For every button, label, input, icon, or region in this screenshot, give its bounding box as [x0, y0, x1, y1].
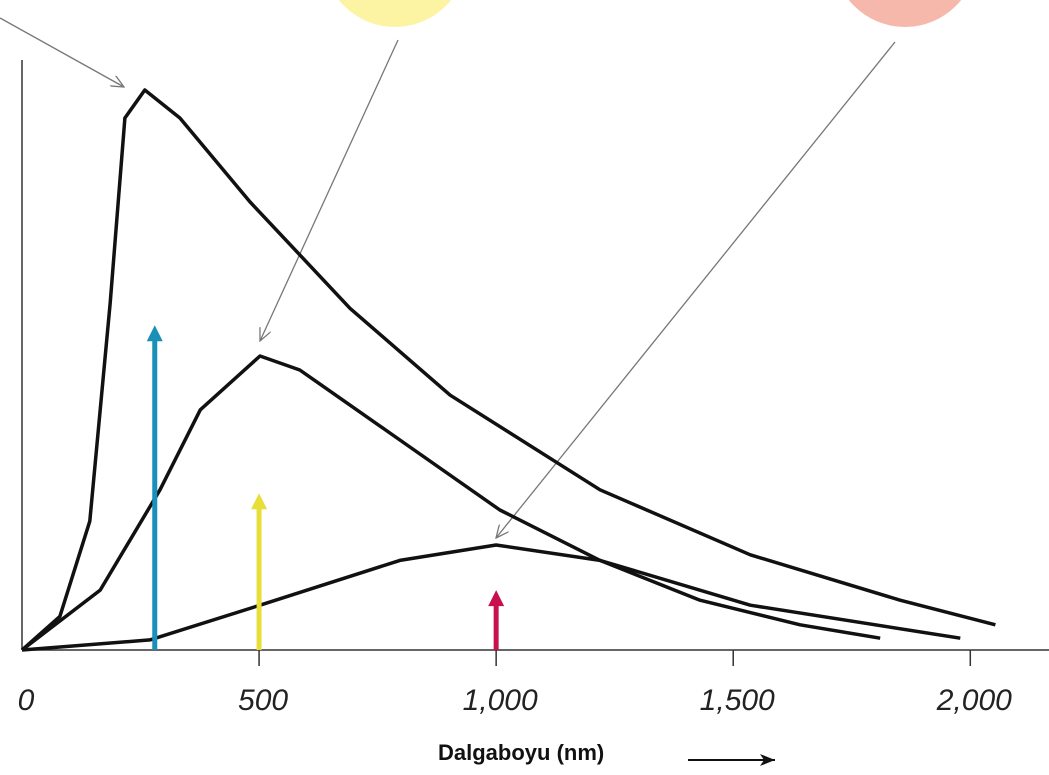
curve — [20, 88, 996, 652]
peak-arrow — [146, 325, 163, 650]
x-tick-label: 2,000 — [936, 684, 1012, 717]
peak-arrow-part — [146, 325, 163, 342]
x-tick-label: 0 — [18, 684, 35, 717]
peak-arrow-part — [488, 590, 505, 607]
curve — [20, 354, 881, 652]
curve — [21, 543, 961, 652]
red-star — [848, 0, 962, 27]
x-tick-label: 1,500 — [700, 684, 775, 717]
x-tick-label: 1,000 — [463, 684, 538, 717]
x-axis-label: Dalgaboyu (nm) — [438, 740, 604, 765]
pointer — [496, 41, 896, 538]
x-tick-label: 500 — [238, 684, 288, 717]
peak-arrow — [251, 493, 268, 650]
peak-arrow-part — [251, 493, 268, 510]
yellow-star — [338, 0, 452, 27]
peak-arrow — [488, 590, 505, 650]
pointer — [260, 39, 399, 341]
pointer — [0, 17, 124, 87]
